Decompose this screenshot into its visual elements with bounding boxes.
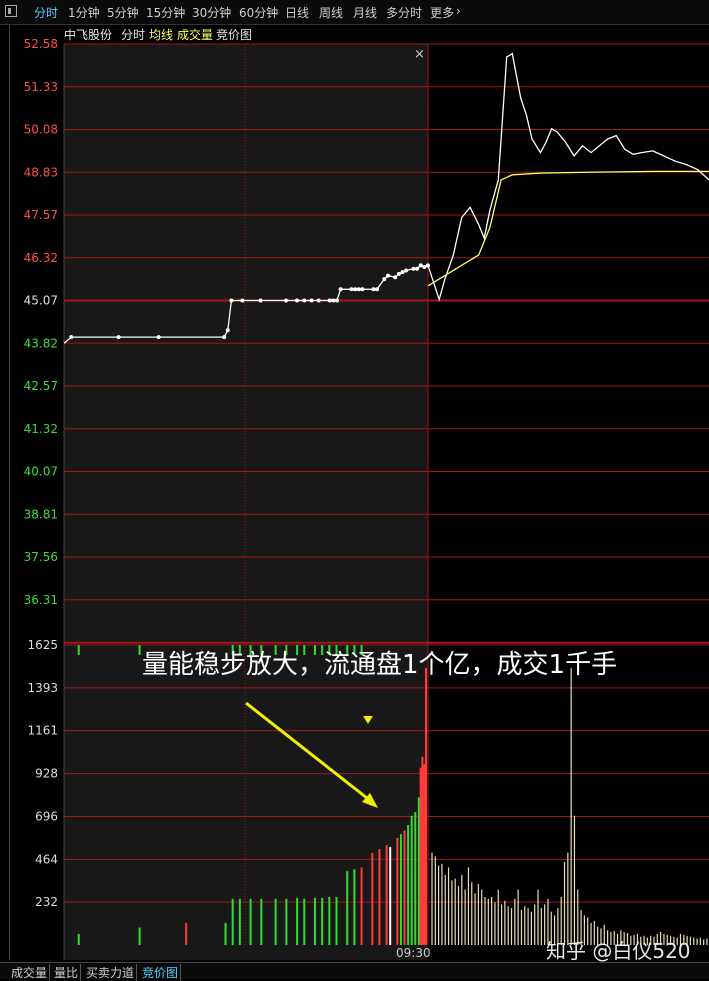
volume-tick-label: 232 [35, 895, 58, 909]
auction-price-point [382, 277, 387, 282]
auction-price-point [353, 287, 358, 292]
auction-price-point [422, 265, 427, 270]
auction-price-point [371, 287, 376, 292]
price-tick-label: 40.07 [24, 465, 58, 479]
legend-volume: 成交量 [177, 28, 214, 42]
volume-bars [77, 645, 708, 945]
tab-volume-ratio[interactable]: 量比 [52, 964, 82, 981]
price-tick-label: 36.31 [24, 593, 58, 607]
auction-price-point [396, 271, 401, 276]
panel-toggle-icon[interactable] [5, 5, 17, 17]
auction-price-point [302, 298, 307, 303]
auction-price-point [375, 287, 380, 292]
price-axis: 52.58 51.33 50.08 48.83 47.57 46.32 45.07 43.82… [24, 37, 58, 607]
auction-price-point [156, 335, 161, 340]
close-icon[interactable]: × [414, 47, 425, 62]
auction-price-point [222, 335, 227, 340]
tab-1min[interactable]: 1分钟 [68, 6, 100, 20]
annotation-arrow [245, 701, 378, 808]
tab-60min[interactable]: 60分钟 [239, 6, 279, 20]
auction-price-point [356, 287, 361, 292]
stock-name: 中飞股份 [64, 28, 113, 42]
tab-volume[interactable]: 成交量 [9, 964, 51, 981]
tab-buy-sell-power[interactable]: 买卖力道 [84, 964, 138, 981]
tab-5min[interactable]: 5分钟 [107, 6, 139, 20]
tab-daily[interactable]: 日线 [285, 6, 310, 20]
auction-price-point [316, 298, 321, 303]
period-toolbar: 分时 1分钟 5分钟 15分钟 30分钟 60分钟 日线 周线 月线 多分时 更… [0, 0, 709, 25]
auction-price-point [225, 328, 230, 333]
volume-tick-label: 464 [35, 852, 58, 866]
tab-weekly[interactable]: 周线 [319, 6, 344, 20]
price-tick-label: 45.07 [24, 294, 58, 308]
price-tick-label: 46.32 [24, 251, 58, 265]
trade-price-line [427, 52, 709, 302]
auction-price-point [385, 273, 390, 278]
tab-monthly[interactable]: 月线 [353, 6, 378, 20]
auction-price-point [404, 268, 409, 273]
legend-average-line: 均线 [149, 28, 174, 42]
auction-price-point [309, 298, 314, 303]
volume-axis: 1625 1393 1161 928 696 464 232 [27, 638, 58, 909]
marker-triangle [363, 716, 373, 724]
volume-tick-label: 1393 [27, 681, 58, 695]
price-tick-label: 52.58 [24, 37, 58, 51]
auction-price-point [116, 335, 121, 340]
auction-price-point [360, 287, 365, 292]
tab-30min[interactable]: 30分钟 [192, 6, 232, 20]
price-tick-label: 41.32 [24, 422, 58, 436]
watermark: 知乎 @白仪520 [546, 939, 691, 963]
auction-price-point [338, 287, 343, 292]
auction-price-point [418, 263, 423, 268]
price-tick-label: 51.33 [24, 80, 58, 94]
auction-area-background [64, 44, 428, 960]
tab-15min[interactable]: 15分钟 [146, 6, 186, 20]
auction-price-point [229, 298, 234, 303]
volume-tick-label: 1625 [27, 638, 58, 652]
grid-lines [63, 43, 709, 960]
price-tick-label: 48.83 [24, 165, 58, 179]
price-tick-label: 37.56 [24, 550, 58, 564]
auction-price-point [69, 335, 74, 340]
auction-price-point [284, 298, 289, 303]
auction-price-point [327, 298, 332, 303]
tab-auction-chart[interactable]: 竞价图 [140, 964, 182, 981]
auction-price-point [335, 298, 339, 303]
auction-price-point [258, 298, 263, 303]
auction-price-point [294, 298, 299, 303]
volume-tick-label: 928 [35, 767, 58, 781]
tab-more[interactable]: 更多 [430, 6, 455, 20]
legend-intraday: 分时 [121, 28, 146, 42]
average-price-line [427, 170, 709, 287]
legend-auction-chart: 竞价图 [216, 28, 253, 42]
volume-tick-label: 696 [35, 810, 58, 824]
auction-price-point [240, 298, 245, 303]
chevron-right-icon[interactable]: › [456, 4, 461, 18]
time-axis-label: 09:30 [396, 946, 431, 960]
auction-price-point [411, 266, 416, 271]
tab-multi-intraday[interactable]: 多分时 [386, 6, 423, 20]
auction-price-point [349, 287, 354, 292]
auction-price-point [400, 270, 405, 275]
auction-price-point [393, 275, 398, 280]
volume-tick-label: 1161 [27, 724, 58, 738]
price-tick-label: 50.08 [24, 123, 58, 137]
price-tick-label: 43.82 [24, 336, 58, 350]
price-lines [63, 52, 709, 344]
price-tick-label: 38.81 [24, 507, 58, 521]
left-edge-strip [0, 25, 10, 960]
price-tick-label: 42.57 [24, 379, 58, 393]
indicator-tabs: 成交量 量比 买卖力道 竞价图 [0, 962, 709, 981]
auction-price-point [415, 266, 420, 271]
chart-header: 中飞股份 分时 均线 成交量 竞价图 [0, 25, 709, 43]
annotation-text: 量能稳步放大，流通盘1个亿，成交1千手 [142, 650, 618, 680]
auction-price-point [331, 298, 336, 303]
price-tick-label: 47.57 [24, 208, 58, 222]
tab-intraday[interactable]: 分时 [34, 6, 59, 20]
